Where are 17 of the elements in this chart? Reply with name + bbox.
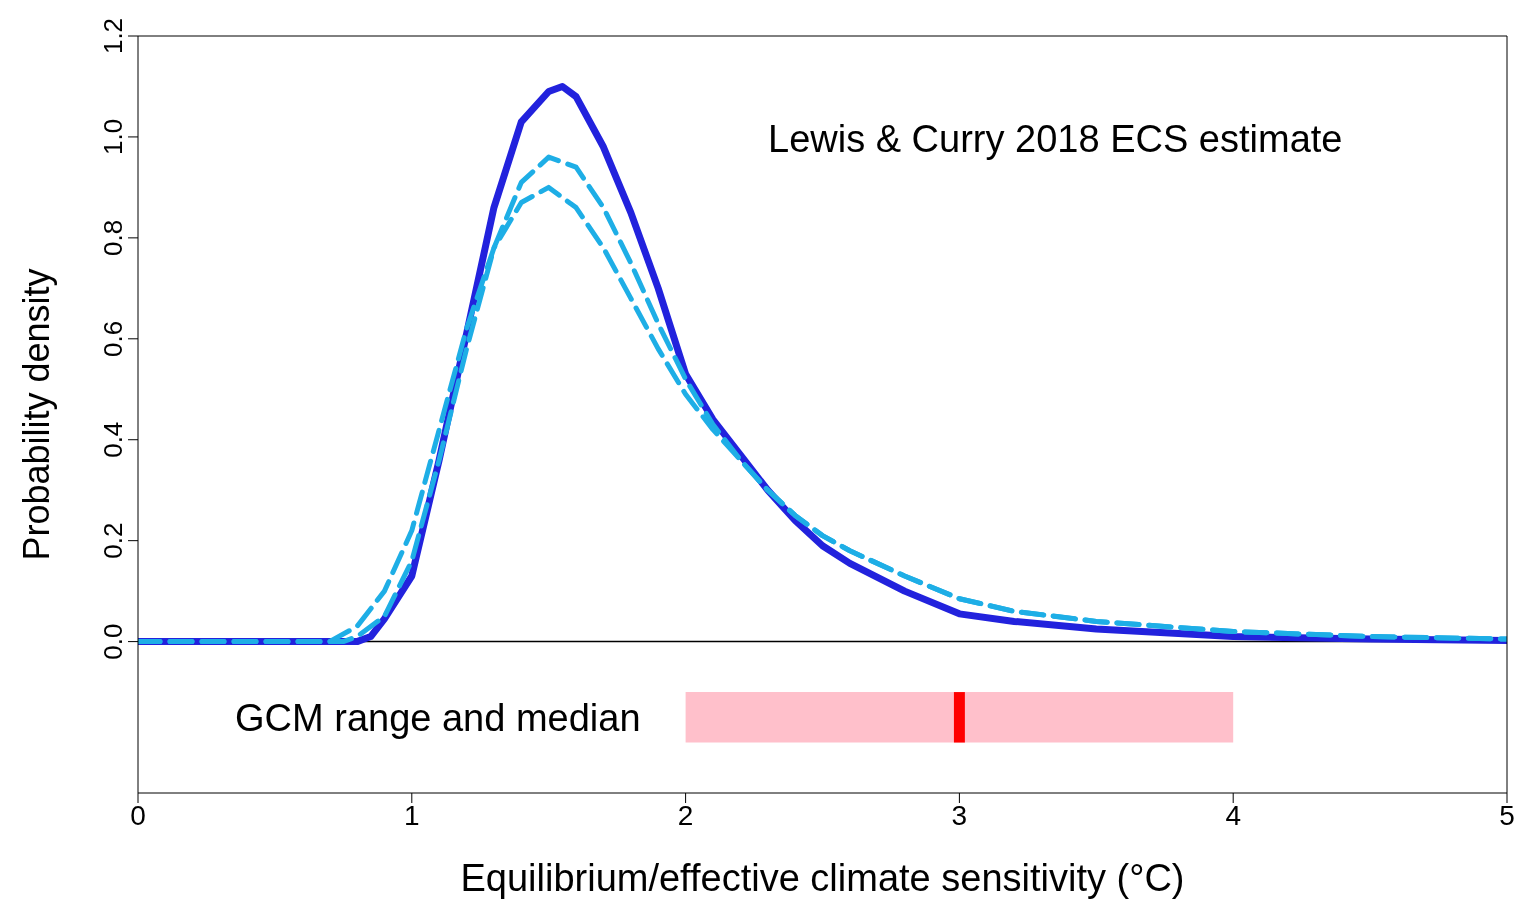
y-tick-label: 1.2 [98, 17, 128, 55]
x-tick-label: 4 [1225, 799, 1241, 831]
x-tick-label: 2 [677, 799, 694, 831]
x-axis-title: Equilibrium/effective climate sensitivity (°C) [460, 857, 1185, 899]
x-tick-label: 0 [130, 799, 146, 831]
x-tick-label: 5 [1499, 799, 1515, 831]
y-tick-label: 0.2 [98, 522, 128, 559]
y-tick-label: 0.4 [98, 421, 128, 458]
y-tick-label: 0.6 [98, 320, 128, 357]
annotation: Lewis & Curry 2018 ECS estimate [768, 118, 1343, 161]
y-tick-label: 0.0 [98, 623, 128, 660]
x-tick-label: 1 [404, 799, 420, 831]
band-label: GCM range and median [235, 696, 641, 739]
x-tick-label: 3 [951, 799, 968, 831]
y-tick-label: 0.8 [98, 219, 128, 256]
y-axis-title: Probability density [15, 268, 57, 561]
y-tick-label: 1.0 [98, 118, 128, 156]
